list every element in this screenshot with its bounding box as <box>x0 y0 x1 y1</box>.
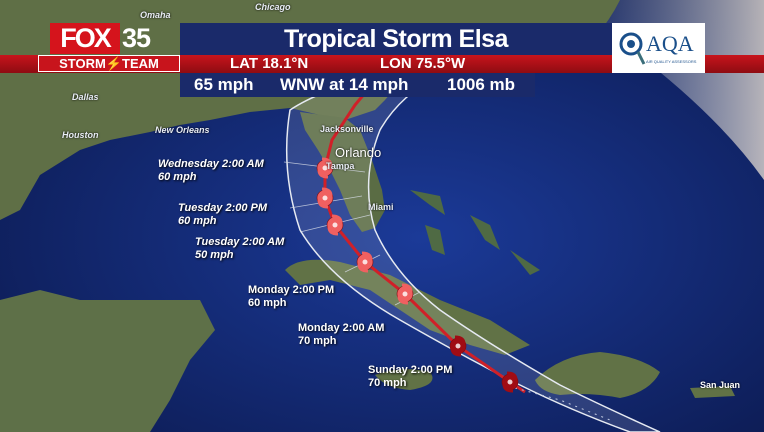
storm-team-label: STORM⚡TEAM <box>38 55 180 72</box>
land-bahamas <box>410 190 540 275</box>
tropical-storm-icon <box>356 251 374 273</box>
wind-speed: 65 mph <box>194 75 254 94</box>
tropical-storm-icon <box>449 335 467 357</box>
aqa-sponsor-logo: AQA AIR QUALITY ASSESSORS <box>612 23 705 73</box>
city-dallas: Dallas <box>72 92 99 102</box>
pressure: 1006 mb <box>447 75 516 94</box>
fox35-storm-team-logo: FOX 35 STORM⚡TEAM <box>38 23 180 73</box>
city-houston: Houston <box>62 130 99 140</box>
city-omaha: Omaha <box>140 10 171 20</box>
city-jacksonville: Jacksonville <box>320 124 374 134</box>
info-red-bar <box>0 55 764 73</box>
past-track <box>514 387 611 421</box>
city-orlando: Orlando <box>335 145 382 160</box>
sky-glow <box>560 0 764 180</box>
storm-stats: 65 mph WNW at 14 mph 1006 mb <box>180 73 535 97</box>
aqa-text: AQA <box>646 31 694 56</box>
latitude: LAT 18.1°N <box>230 55 309 72</box>
magnifier-icon <box>619 32 646 65</box>
forecast-label: Tuesday 2:00 AM 50 mph <box>195 236 285 261</box>
tropical-storm-icon <box>396 283 414 305</box>
city-miami: Miami <box>368 202 394 212</box>
city-new-orleans: New Orleans <box>155 125 210 135</box>
land-mexico <box>0 290 215 432</box>
fox-logo-text: FOX <box>50 23 120 54</box>
lat-lon-row: LAT 18.1°N LON 75.5°W <box>180 55 612 73</box>
tropical-storm-icon <box>326 214 344 236</box>
forecast-label: Monday 2:00 PM 60 mph <box>248 284 335 309</box>
city-chicago: Chicago <box>255 2 291 12</box>
movement: WNW at 14 mph <box>280 75 409 94</box>
longitude: LON 75.5°W <box>380 55 466 72</box>
forecast-label: Monday 2:00 AM 70 mph <box>298 322 385 347</box>
channel-number: 35 <box>122 23 151 53</box>
city-tampa: Tampa <box>326 161 355 171</box>
forecast-label: Wednesday 2:00 AM 60 mph <box>158 158 264 183</box>
tropical-storm-icon <box>316 157 334 179</box>
city-san-juan: San Juan <box>700 380 741 390</box>
tropical-storm-icon <box>501 371 519 393</box>
land-hispaniola <box>535 352 660 398</box>
storm-title: Tropical Storm Elsa <box>180 23 612 55</box>
forecast-label: Sunday 2:00 PM 70 mph <box>368 364 453 389</box>
forecast-label: Tuesday 2:00 PM 60 mph <box>178 202 268 227</box>
aqa-tagline: AIR QUALITY ASSESSORS <box>646 59 697 64</box>
forecast-cone <box>285 74 661 432</box>
tropical-storm-icon <box>316 187 334 209</box>
land-puerto-rico <box>690 386 735 398</box>
land-jamaica <box>375 369 433 390</box>
land-florida <box>300 112 385 232</box>
